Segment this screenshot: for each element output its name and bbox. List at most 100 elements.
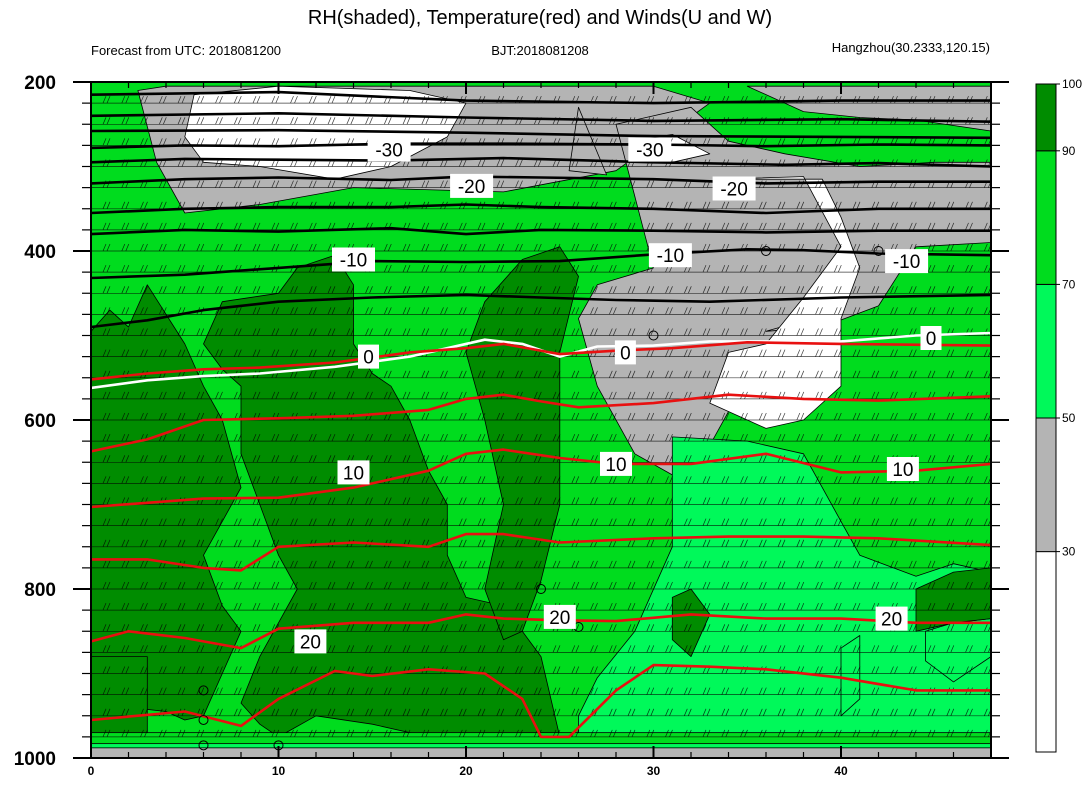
temperature-contour bbox=[91, 613, 991, 650]
colorbar-label: 50 bbox=[1062, 411, 1076, 425]
plot-area bbox=[91, 82, 991, 758]
contour-label-box bbox=[332, 247, 375, 272]
wind-barb-feathers bbox=[102, 328, 991, 336]
contour-label: -10 bbox=[893, 252, 920, 273]
y-tick-label: 200 bbox=[24, 73, 56, 94]
contour-label: -30 bbox=[636, 141, 663, 162]
colorbar-segment bbox=[1035, 150, 1057, 285]
rh-region bbox=[578, 106, 991, 476]
temperature-contour bbox=[91, 112, 991, 123]
y-tick-label: 1000 bbox=[14, 749, 56, 770]
contour-label: 10 bbox=[605, 455, 626, 476]
wind-barb-feathers bbox=[102, 539, 991, 547]
calm-wind-marker bbox=[536, 584, 546, 594]
colorbar-segment bbox=[1035, 83, 1057, 152]
colorbar-label: 90 bbox=[1062, 144, 1076, 158]
calm-wind-marker bbox=[198, 685, 209, 696]
contour-label: 20 bbox=[549, 608, 570, 629]
colorbar-segment bbox=[1035, 551, 1057, 753]
temperature-contour bbox=[91, 393, 991, 453]
x-tick-label: 30 bbox=[647, 764, 661, 778]
contour-label: 0 bbox=[926, 329, 937, 350]
calm-wind-marker bbox=[873, 246, 884, 256]
contour-label-box bbox=[450, 173, 494, 198]
colorbar-segment bbox=[1035, 283, 1057, 419]
contour-label: 20 bbox=[881, 610, 902, 631]
colorbar-segment bbox=[1035, 417, 1057, 553]
temperature-contour bbox=[91, 663, 991, 739]
colorbar-label: 100 bbox=[1062, 77, 1082, 91]
wind-barb-feathers bbox=[102, 370, 991, 378]
x-axis: 0 10 20 30 40 bbox=[88, 82, 992, 778]
contour-label: 10 bbox=[343, 463, 364, 484]
contour-label: 10 bbox=[892, 460, 913, 481]
temperature-contour bbox=[91, 532, 991, 572]
y-tick-label: 400 bbox=[24, 242, 56, 263]
contour-label-box bbox=[628, 137, 672, 162]
contour-label: -10 bbox=[657, 246, 684, 267]
rh-region bbox=[840, 635, 861, 717]
contour-label-box bbox=[875, 606, 908, 631]
wind-barb-feathers bbox=[102, 560, 991, 569]
wind-barb-feathers bbox=[102, 518, 991, 526]
wind-barb-feathers bbox=[103, 82, 989, 83]
x-tick-label: 40 bbox=[834, 764, 848, 778]
contour-label-box bbox=[712, 176, 756, 201]
temperature-contour bbox=[91, 90, 991, 105]
x-tick-label: 20 bbox=[459, 764, 473, 778]
contour-label-box bbox=[920, 326, 942, 350]
rh-region bbox=[709, 176, 861, 429]
temperature-contour bbox=[91, 248, 991, 280]
wind-barb-feathers bbox=[102, 243, 991, 252]
temperature-contour bbox=[91, 331, 991, 390]
colorbar-label: 30 bbox=[1062, 545, 1076, 559]
wind-barbs bbox=[91, 82, 991, 738]
temperature-contour bbox=[91, 293, 991, 329]
calm-wind-markers bbox=[198, 246, 884, 751]
contour-label: -10 bbox=[340, 251, 367, 272]
y-tick-label: 600 bbox=[24, 411, 56, 432]
calm-wind-marker bbox=[198, 714, 209, 725]
temperature-contour bbox=[91, 448, 991, 509]
temperature-contour bbox=[91, 142, 991, 150]
colorbar: 30 50 70 90 100 bbox=[1035, 77, 1082, 753]
wind-barb-feathers bbox=[102, 433, 991, 442]
wind-barb-feathers bbox=[102, 666, 991, 674]
contour-label-box bbox=[614, 340, 636, 365]
temperature-contour bbox=[91, 203, 991, 215]
calm-wind-marker bbox=[198, 740, 209, 751]
colorbar-label: 70 bbox=[1062, 277, 1076, 291]
contour-label-box bbox=[358, 344, 379, 369]
wind-barb-feathers bbox=[102, 222, 991, 231]
contour-label-box bbox=[337, 460, 370, 485]
contour-labels: -30 -30 -20 -20 -10 -10 -10 0 0 0 10 10 10 20 20 20 bbox=[294, 137, 942, 654]
wind-barb-feathers bbox=[102, 581, 991, 590]
contour-label: 0 bbox=[363, 348, 374, 369]
x-tick-label: 10 bbox=[272, 764, 286, 778]
contour-label-box bbox=[543, 604, 576, 629]
temperature-contour bbox=[91, 340, 991, 381]
contour-label: 0 bbox=[620, 343, 631, 364]
contour-label-box bbox=[648, 243, 692, 268]
chart-title: RH(shaded), Temperature(red) and Winds(U… bbox=[308, 7, 772, 29]
contour-label: -20 bbox=[720, 180, 747, 201]
contour-label-box bbox=[885, 249, 929, 274]
wind-barb-feathers bbox=[102, 497, 991, 505]
contour-label: -30 bbox=[375, 141, 402, 162]
contour-label-box bbox=[600, 451, 632, 476]
calm-wind-marker bbox=[761, 246, 771, 256]
y-tick-label: 800 bbox=[24, 580, 56, 601]
location-info: Hangzhou(30.2333,120.15) bbox=[832, 40, 990, 55]
temperature-contour bbox=[91, 128, 991, 140]
forecast-info: Forecast from UTC: 2018081200 bbox=[91, 43, 281, 58]
bjt-info: BJT:2018081208 bbox=[491, 43, 589, 58]
wind-barb-feathers bbox=[102, 729, 991, 738]
rh-region bbox=[671, 588, 711, 657]
x-tick-label: 0 bbox=[88, 764, 95, 778]
temperature-contour bbox=[91, 156, 991, 168]
contour-label-box bbox=[886, 457, 919, 481]
wind-barb-feathers bbox=[102, 708, 991, 716]
